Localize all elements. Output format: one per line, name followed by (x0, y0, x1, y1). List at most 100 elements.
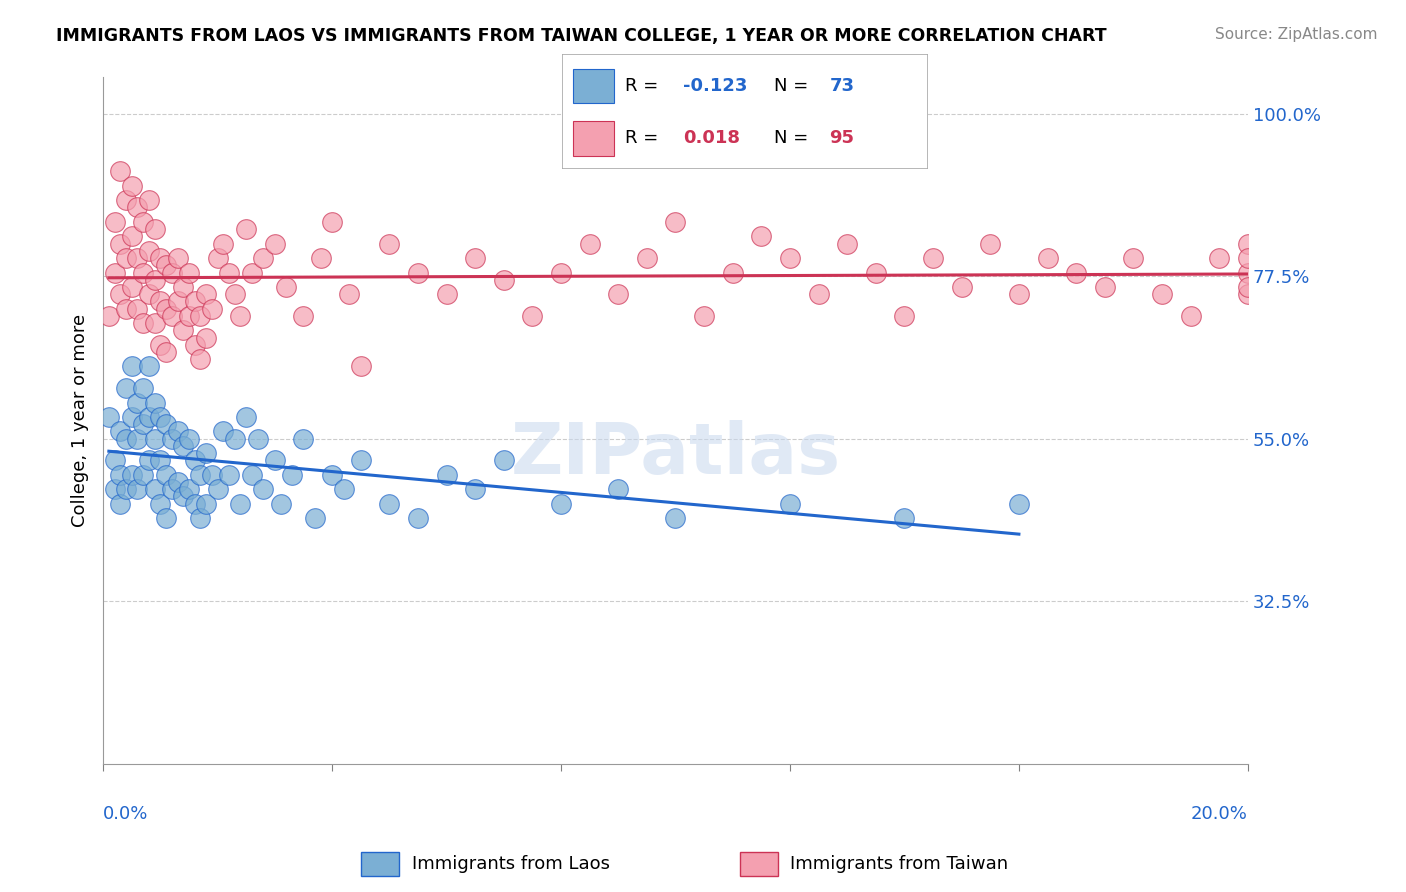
Point (837, 236, 859, 251)
Point (212, 425, 235, 439)
Point (172, 323, 194, 337)
Point (252, 483, 274, 497)
Point (110, 425, 132, 439)
Point (132, 215, 155, 229)
Point (127, 395, 149, 409)
Point (195, 446, 218, 460)
Point (492, 273, 515, 287)
Point (1094, 280, 1116, 294)
Point (177, 432, 200, 446)
Point (183, 453, 205, 467)
Point (155, 417, 177, 432)
Point (172, 490, 194, 504)
Point (132, 467, 155, 482)
Point (172, 280, 194, 294)
Point (1036, 251, 1059, 265)
Point (607, 287, 630, 301)
Point (132, 381, 155, 395)
Point (1122, 251, 1144, 265)
Text: IMMIGRANTS FROM LAOS VS IMMIGRANTS FROM TAIWAN COLLEGE, 1 YEAR OR MORE CORRELATI: IMMIGRANTS FROM LAOS VS IMMIGRANTS FROM … (56, 27, 1107, 45)
FancyBboxPatch shape (562, 54, 928, 169)
Point (121, 359, 143, 374)
Text: Immigrants from Taiwan: Immigrants from Taiwan (790, 855, 1008, 873)
Point (138, 194, 160, 208)
Point (240, 467, 263, 482)
Point (121, 280, 143, 294)
Point (190, 352, 212, 367)
Point (212, 236, 235, 251)
Point (195, 330, 218, 344)
Point (149, 497, 172, 511)
Point (922, 251, 945, 265)
Point (160, 483, 183, 497)
Point (201, 301, 224, 316)
Point (263, 453, 285, 467)
Point (195, 497, 218, 511)
Point (252, 251, 274, 265)
Point (143, 222, 166, 236)
Point (143, 483, 166, 497)
Point (97, 309, 120, 323)
FancyBboxPatch shape (741, 853, 779, 876)
Point (406, 266, 429, 280)
Point (143, 273, 166, 287)
Point (436, 287, 458, 301)
Point (979, 236, 1001, 251)
Point (121, 410, 143, 425)
Point (779, 251, 801, 265)
Point (224, 287, 246, 301)
Point (721, 266, 744, 280)
Point (115, 251, 138, 265)
Text: 73: 73 (830, 77, 855, 95)
Point (160, 309, 183, 323)
Point (103, 453, 125, 467)
Point (1237, 236, 1260, 251)
Point (110, 164, 132, 178)
Text: 20.0%: 20.0% (1191, 805, 1249, 823)
Point (218, 266, 240, 280)
Point (893, 309, 915, 323)
FancyBboxPatch shape (574, 69, 613, 103)
Point (304, 511, 326, 525)
Point (292, 432, 315, 446)
Point (1150, 287, 1173, 301)
Point (177, 483, 200, 497)
FancyBboxPatch shape (360, 853, 399, 876)
Point (132, 316, 155, 330)
Point (166, 294, 188, 309)
Point (143, 432, 166, 446)
Point (522, 309, 544, 323)
Point (550, 497, 572, 511)
Point (207, 483, 229, 497)
Point (207, 251, 229, 265)
Point (436, 467, 458, 482)
Point (155, 467, 177, 482)
Text: 0.0%: 0.0% (103, 805, 149, 823)
Point (160, 266, 183, 280)
Point (636, 251, 658, 265)
Point (1208, 251, 1230, 265)
Point (1064, 266, 1087, 280)
Point (166, 251, 188, 265)
Point (138, 287, 160, 301)
Point (121, 467, 143, 482)
Point (127, 432, 149, 446)
Point (492, 453, 515, 467)
Point (110, 467, 132, 482)
Point (229, 309, 252, 323)
Point (276, 280, 298, 294)
Point (865, 266, 887, 280)
Point (332, 483, 354, 497)
Point (103, 215, 125, 229)
Point (110, 236, 132, 251)
Text: R =: R = (624, 129, 664, 147)
Point (550, 266, 572, 280)
Point (127, 483, 149, 497)
Point (464, 483, 486, 497)
Point (1237, 251, 1260, 265)
Point (350, 453, 373, 467)
Point (406, 511, 429, 525)
Point (693, 309, 716, 323)
Point (143, 395, 166, 409)
Point (664, 215, 686, 229)
